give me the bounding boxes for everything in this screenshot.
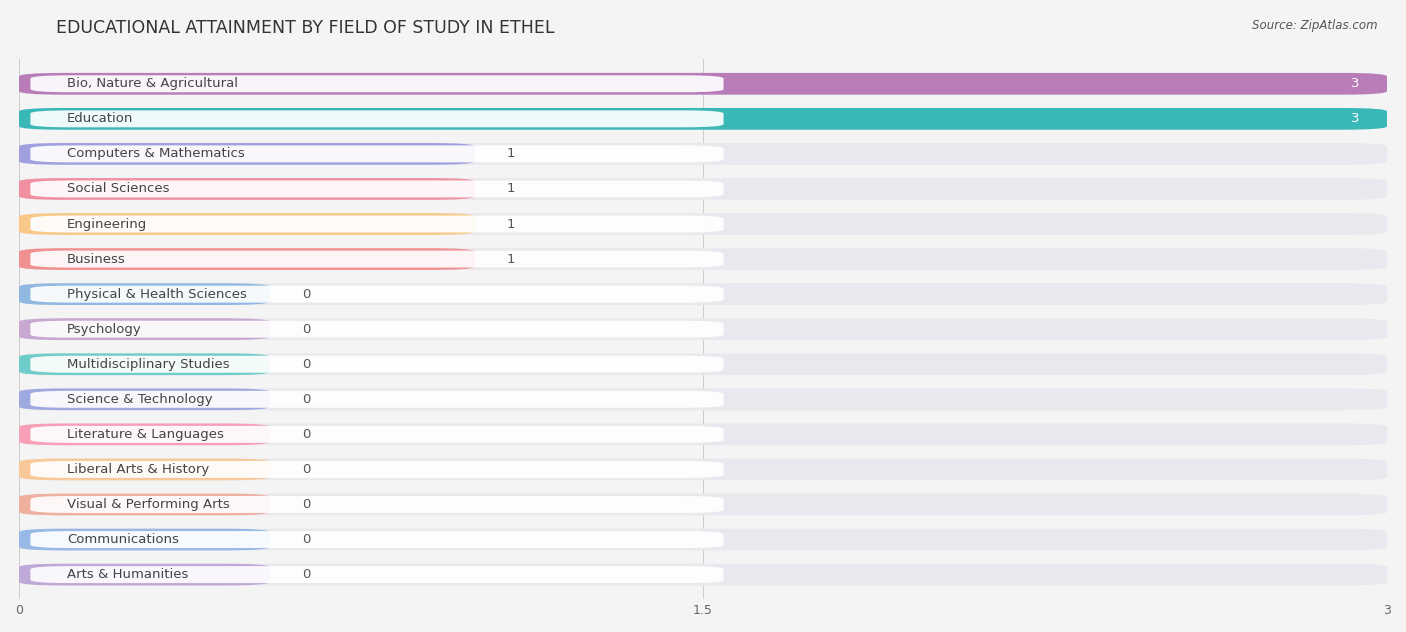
FancyBboxPatch shape bbox=[20, 319, 270, 340]
Text: 3: 3 bbox=[1351, 112, 1360, 125]
FancyBboxPatch shape bbox=[31, 461, 724, 478]
FancyBboxPatch shape bbox=[20, 143, 1388, 165]
FancyBboxPatch shape bbox=[20, 564, 270, 585]
Text: 0: 0 bbox=[302, 393, 311, 406]
FancyBboxPatch shape bbox=[31, 320, 724, 337]
Text: 0: 0 bbox=[302, 568, 311, 581]
FancyBboxPatch shape bbox=[20, 423, 1388, 445]
FancyBboxPatch shape bbox=[20, 73, 1388, 95]
Text: Literature & Languages: Literature & Languages bbox=[67, 428, 224, 441]
Text: Social Sciences: Social Sciences bbox=[67, 183, 169, 195]
FancyBboxPatch shape bbox=[31, 426, 724, 443]
FancyBboxPatch shape bbox=[20, 353, 270, 375]
Text: Psychology: Psychology bbox=[67, 323, 142, 336]
Text: 0: 0 bbox=[302, 428, 311, 441]
FancyBboxPatch shape bbox=[20, 213, 475, 235]
FancyBboxPatch shape bbox=[20, 529, 1388, 550]
Text: Engineering: Engineering bbox=[67, 217, 148, 231]
FancyBboxPatch shape bbox=[31, 391, 724, 408]
FancyBboxPatch shape bbox=[31, 531, 724, 548]
Text: 0: 0 bbox=[302, 463, 311, 476]
FancyBboxPatch shape bbox=[20, 494, 1388, 515]
Text: EDUCATIONAL ATTAINMENT BY FIELD OF STUDY IN ETHEL: EDUCATIONAL ATTAINMENT BY FIELD OF STUDY… bbox=[56, 19, 555, 37]
Text: Science & Technology: Science & Technology bbox=[67, 393, 212, 406]
FancyBboxPatch shape bbox=[20, 459, 1388, 480]
FancyBboxPatch shape bbox=[20, 283, 1388, 305]
Text: 0: 0 bbox=[302, 323, 311, 336]
FancyBboxPatch shape bbox=[31, 216, 724, 233]
FancyBboxPatch shape bbox=[31, 111, 724, 127]
FancyBboxPatch shape bbox=[31, 181, 724, 197]
Text: Physical & Health Sciences: Physical & Health Sciences bbox=[67, 288, 247, 301]
Text: Source: ZipAtlas.com: Source: ZipAtlas.com bbox=[1253, 19, 1378, 32]
FancyBboxPatch shape bbox=[31, 145, 724, 162]
FancyBboxPatch shape bbox=[20, 213, 1388, 235]
FancyBboxPatch shape bbox=[20, 494, 270, 515]
Text: 1: 1 bbox=[508, 217, 516, 231]
FancyBboxPatch shape bbox=[31, 496, 724, 513]
FancyBboxPatch shape bbox=[20, 108, 1388, 130]
Text: Arts & Humanities: Arts & Humanities bbox=[67, 568, 188, 581]
FancyBboxPatch shape bbox=[20, 353, 1388, 375]
Text: Education: Education bbox=[67, 112, 134, 125]
Text: Multidisciplinary Studies: Multidisciplinary Studies bbox=[67, 358, 229, 371]
Text: Bio, Nature & Agricultural: Bio, Nature & Agricultural bbox=[67, 77, 238, 90]
FancyBboxPatch shape bbox=[20, 178, 475, 200]
Text: 0: 0 bbox=[302, 533, 311, 546]
Text: 0: 0 bbox=[302, 358, 311, 371]
FancyBboxPatch shape bbox=[20, 319, 1388, 340]
Text: Business: Business bbox=[67, 253, 125, 265]
Text: Computers & Mathematics: Computers & Mathematics bbox=[67, 147, 245, 161]
FancyBboxPatch shape bbox=[31, 356, 724, 373]
FancyBboxPatch shape bbox=[20, 248, 1388, 270]
FancyBboxPatch shape bbox=[20, 143, 475, 165]
Text: 0: 0 bbox=[302, 288, 311, 301]
Text: 1: 1 bbox=[508, 147, 516, 161]
Text: Communications: Communications bbox=[67, 533, 179, 546]
Text: 3: 3 bbox=[1351, 77, 1360, 90]
Text: Liberal Arts & History: Liberal Arts & History bbox=[67, 463, 209, 476]
FancyBboxPatch shape bbox=[20, 178, 1388, 200]
FancyBboxPatch shape bbox=[31, 75, 724, 92]
Text: 1: 1 bbox=[508, 253, 516, 265]
FancyBboxPatch shape bbox=[20, 108, 1388, 130]
FancyBboxPatch shape bbox=[20, 423, 270, 445]
Text: Visual & Performing Arts: Visual & Performing Arts bbox=[67, 498, 229, 511]
Text: 0: 0 bbox=[302, 498, 311, 511]
FancyBboxPatch shape bbox=[20, 389, 1388, 410]
FancyBboxPatch shape bbox=[20, 283, 270, 305]
FancyBboxPatch shape bbox=[20, 564, 1388, 585]
FancyBboxPatch shape bbox=[31, 251, 724, 267]
FancyBboxPatch shape bbox=[20, 459, 270, 480]
FancyBboxPatch shape bbox=[31, 286, 724, 303]
FancyBboxPatch shape bbox=[20, 529, 270, 550]
FancyBboxPatch shape bbox=[20, 389, 270, 410]
FancyBboxPatch shape bbox=[20, 73, 1388, 95]
FancyBboxPatch shape bbox=[20, 248, 475, 270]
FancyBboxPatch shape bbox=[31, 566, 724, 583]
Text: 1: 1 bbox=[508, 183, 516, 195]
